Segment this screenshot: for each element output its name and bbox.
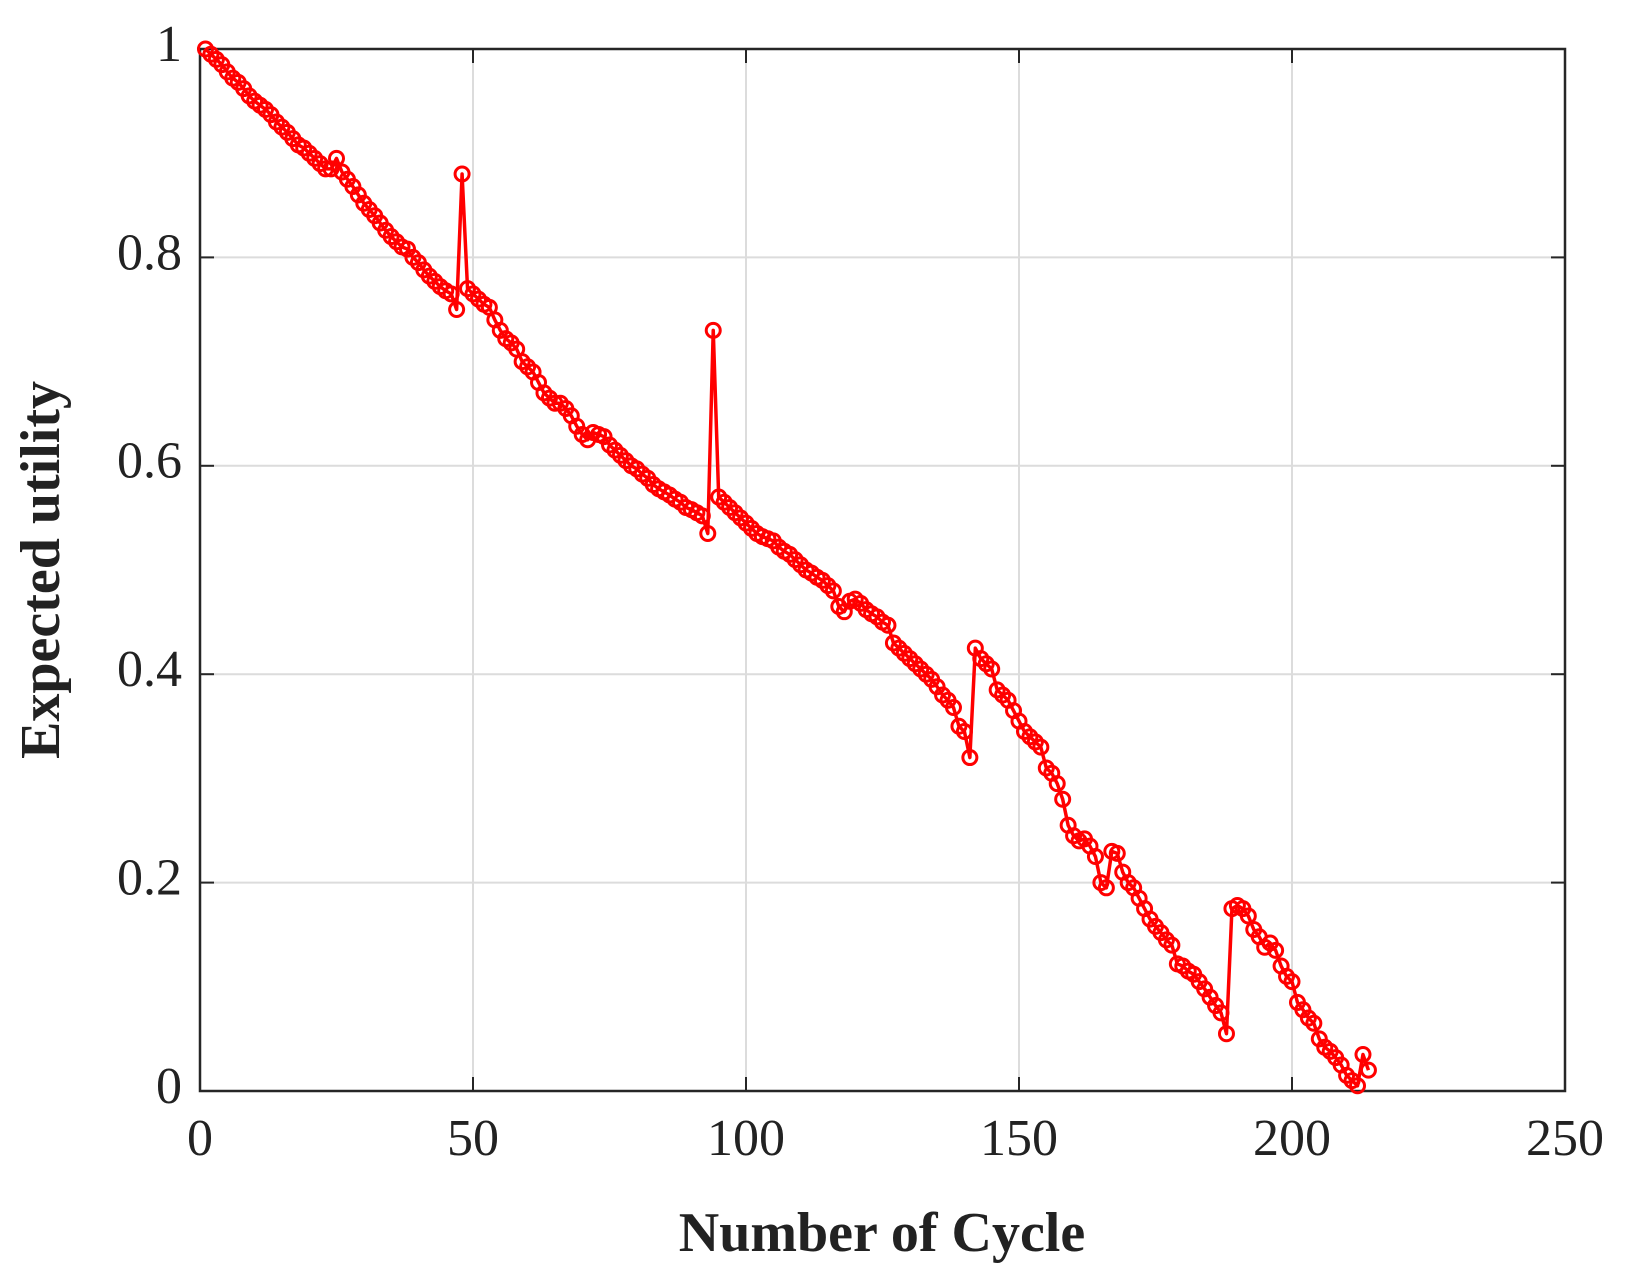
- data-point: [1048, 775, 1066, 793]
- data-point: [1305, 1014, 1323, 1032]
- x-tick-label: 50: [447, 1110, 499, 1167]
- y-tick-label: 1: [156, 16, 182, 73]
- x-tick-label: 150: [980, 1110, 1058, 1167]
- y-tick-label: 0: [156, 1058, 182, 1115]
- data-point: [1267, 941, 1285, 959]
- plot-frame: [198, 47, 1567, 1093]
- x-tick-label: 200: [1253, 1110, 1331, 1167]
- data-point: [1086, 848, 1104, 866]
- plot-background: [200, 49, 1565, 1091]
- data-point: [824, 582, 842, 600]
- data-point: [1359, 1061, 1377, 1079]
- data-point: [944, 699, 962, 717]
- y-tick-label: 0.2: [117, 850, 182, 907]
- data-point: [961, 749, 979, 767]
- data-point: [983, 660, 1001, 678]
- x-tick-label: 250: [1526, 1110, 1604, 1167]
- x-tick-label: 100: [707, 1110, 785, 1167]
- data-point: [442, 285, 460, 303]
- data-point: [1217, 1025, 1235, 1043]
- data-point: [317, 160, 335, 178]
- data-point: [699, 525, 717, 543]
- data-point: [1239, 907, 1257, 925]
- data-point: [1283, 973, 1301, 991]
- data-point: [1212, 1004, 1230, 1022]
- data-point: [453, 165, 471, 183]
- data-point: [1054, 790, 1072, 808]
- y-axis-label: Expected utility: [10, 381, 72, 759]
- data-point: [693, 507, 711, 525]
- y-tick-label: 0.4: [117, 641, 182, 698]
- x-tick-label: 0: [187, 1110, 213, 1167]
- data-point: [1354, 1046, 1372, 1064]
- x-axis-label: Number of Cycle: [679, 1202, 1085, 1264]
- data-point: [1108, 844, 1126, 862]
- y-tick-label: 0.6: [117, 433, 182, 490]
- data-point: [328, 149, 345, 167]
- data-point: [1032, 738, 1050, 756]
- data-point: [879, 616, 897, 634]
- y-tick-label: 0.8: [117, 224, 182, 281]
- data-point: [1163, 936, 1181, 954]
- data-point: [704, 321, 722, 339]
- data-point: [1349, 1077, 1367, 1095]
- data-point: [1097, 879, 1115, 897]
- data-point: [448, 301, 466, 318]
- data-line: [204, 47, 1371, 1088]
- data-point: [955, 723, 973, 741]
